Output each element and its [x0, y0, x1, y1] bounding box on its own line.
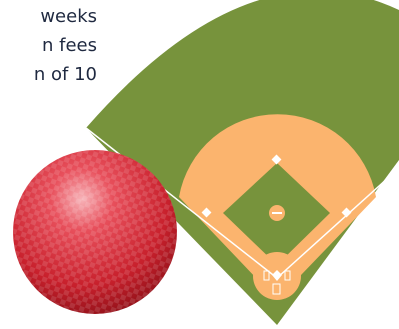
text-line: n fees	[42, 35, 97, 56]
foul-line	[85, 127, 278, 279]
batters-box	[263, 270, 270, 281]
third-base	[201, 207, 212, 218]
ball-texture	[13, 150, 177, 314]
pitchers-rubber	[272, 212, 282, 214]
home-plate	[272, 270, 282, 281]
red-ball	[13, 150, 177, 314]
batters-box	[284, 270, 291, 281]
text-line: n of 10	[34, 64, 97, 85]
text-line: weeks	[40, 6, 97, 27]
text-block: weeks n fees n of 10	[34, 6, 97, 85]
second-base	[271, 154, 282, 165]
baseball-field	[85, 0, 399, 325]
foul-line	[276, 167, 399, 279]
catchers-box	[272, 283, 281, 295]
first-base	[341, 207, 352, 218]
